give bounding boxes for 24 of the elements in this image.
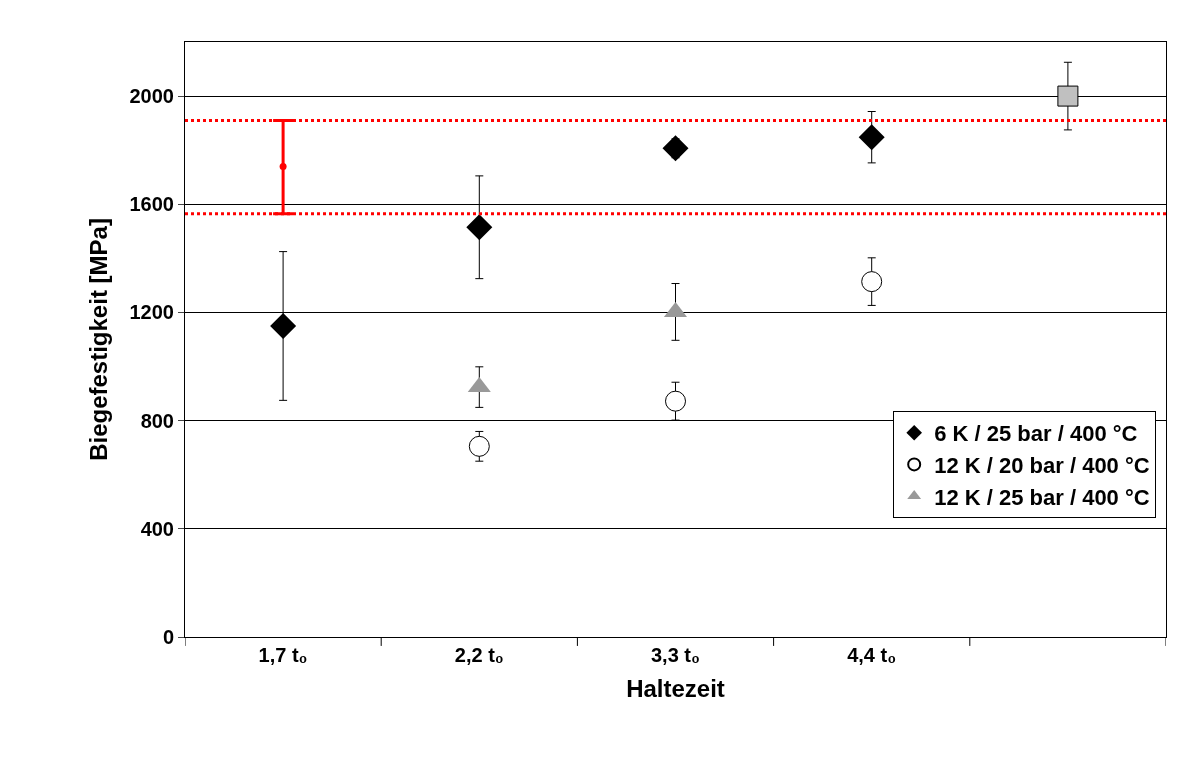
- y-tick-label: 0: [162, 626, 174, 648]
- x-tick-label: 3,3 t₀: [650, 644, 701, 666]
- x-tick-label: 4,4 t₀: [847, 644, 897, 666]
- y-tick-label: 800: [140, 409, 174, 432]
- point: [861, 271, 883, 293]
- point: [270, 312, 297, 339]
- point: [468, 435, 490, 457]
- legend-label: 6 K / 25 bar / 400 °C: [934, 421, 1138, 447]
- point: [662, 135, 689, 162]
- x-tick-label: 1,7 t₀: [258, 644, 308, 666]
- legend-label: 12 K / 20 bar / 400 °C: [934, 452, 1150, 478]
- y-axis-title: Biegefestigkeit [MPa]: [84, 218, 112, 461]
- y-tick-label: 2000: [129, 85, 174, 108]
- point: [279, 162, 287, 170]
- point: [665, 390, 686, 412]
- y-tick-label: 1200: [129, 301, 174, 324]
- x-axis-title: Haltezeit: [626, 675, 725, 703]
- legend-label: 12 K / 25 bar / 400 °C: [934, 484, 1150, 510]
- point: [858, 124, 885, 151]
- point: [466, 214, 493, 241]
- x-tick-label: 2,2 t₀: [454, 644, 504, 666]
- y-tick-label: 1600: [129, 193, 174, 216]
- point: [1057, 85, 1079, 107]
- y-tick-label: 400: [140, 517, 174, 540]
